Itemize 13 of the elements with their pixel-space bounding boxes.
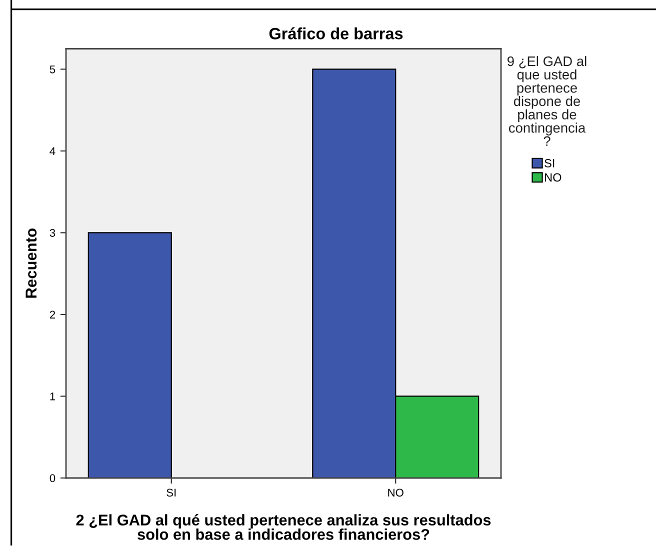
y-tick-label: 1 xyxy=(50,392,56,400)
legend-label: NO xyxy=(545,173,562,182)
chart-title: Gráfico de barras xyxy=(269,27,403,40)
bar xyxy=(88,232,172,478)
y-tick-label: 3 xyxy=(50,228,56,237)
y-axis-title: Recuento xyxy=(26,228,37,298)
y-tick-label: 5 xyxy=(50,66,56,74)
y-tick-label: 4 xyxy=(50,147,56,155)
y-tick-label: 2 xyxy=(50,310,56,318)
legend-title: 9 ¿El GAD al que usted pertenece dispone de planes de contingencia ? xyxy=(508,56,586,146)
legend-label: SI xyxy=(544,159,554,168)
x-axis-title: 2 ¿El GAD al qué usted pertenece analiza sus resultados solo en base a indicadores financieros? xyxy=(76,514,491,540)
y-tick-label: 0 xyxy=(50,474,56,482)
